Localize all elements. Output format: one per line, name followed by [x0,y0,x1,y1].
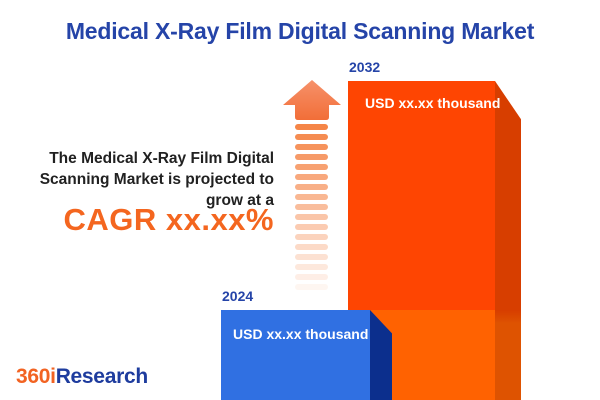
bar-2024-year-label: 2024 [222,288,254,304]
bar-2024-side-3d [370,310,392,400]
arrow-stripe [295,234,328,240]
arrow-stripe [295,144,328,150]
growth-arrow [283,80,341,294]
bar-2032-side-3d [495,81,521,400]
arrow-stripe [295,224,328,230]
arrow-stripe [295,194,328,200]
arrow-up-icon [283,80,341,120]
arrow-stripe [295,254,328,260]
arrow-stripe [295,284,328,290]
bar-2032-face-upper [348,81,495,310]
bar-2024-value-label: USD xx.xx thousand [233,326,369,342]
bar-2024-face [221,310,370,400]
arrow-stripe [295,184,328,190]
promo-line-2: Scanning Market is projected to [39,171,274,188]
arrow-stripe [295,164,328,170]
arrow-stripe [295,134,328,140]
logo: 360iResearch [16,365,148,389]
arrow-stripes [283,124,341,290]
logo-research: Research [55,365,148,388]
promo-line-3: grow at a [205,192,274,209]
promo-line-1: The Medical X-Ray Film Digital [49,150,274,167]
arrow-stripe [295,244,328,250]
arrow-stripe [295,274,328,280]
cagr-text: CAGR xx.xx% [63,202,274,237]
promo-text: The Medical X-Ray Film Digital Scanning … [18,148,274,211]
arrow-stripe [295,124,328,130]
logo-360i: 360i [16,365,56,388]
arrow-stripe [295,204,328,210]
page-title: Medical X-Ray Film Digital Scanning Mark… [65,18,535,44]
arrow-stripe [295,214,328,220]
arrow-stripe [295,154,328,160]
arrow-stripe [295,264,328,270]
arrow-stripe [295,174,328,180]
bar-2032-value-label: USD xx.xx thousand [365,95,501,111]
bar-2032-year-label: 2032 [349,59,381,75]
